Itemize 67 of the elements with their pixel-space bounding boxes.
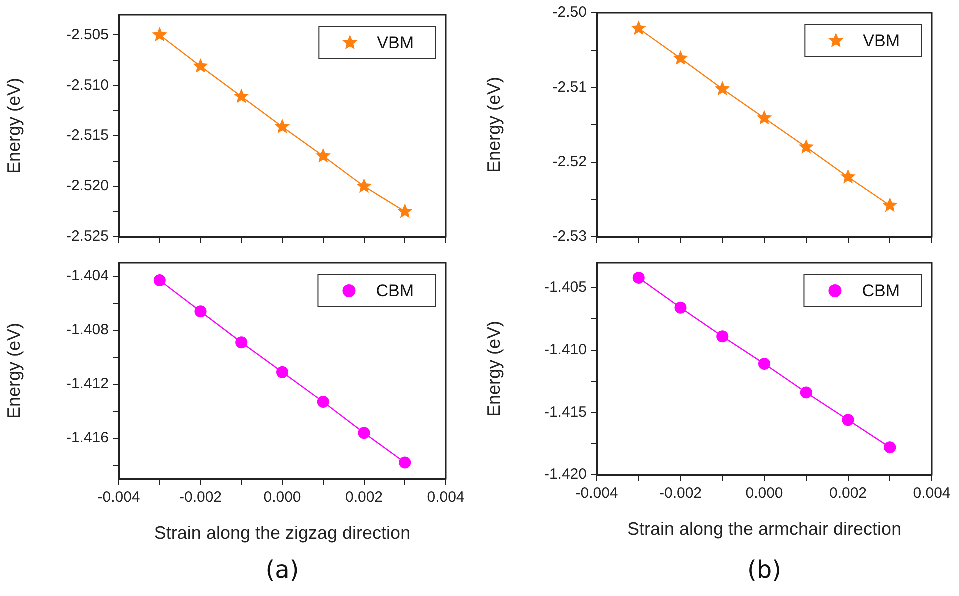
point [631, 20, 646, 36]
point [716, 330, 729, 343]
y-axis-title: Energy (eV) [484, 320, 504, 418]
y-tick-label: -2.510 [66, 76, 109, 94]
point [276, 366, 288, 378]
x-tick-label: 0.002 [345, 489, 384, 506]
point [840, 169, 856, 184]
point [674, 302, 687, 314]
point [673, 50, 688, 66]
x-axis-title: Strain along the armchair direction [627, 519, 902, 540]
y-tick-label: -2.505 [66, 26, 109, 44]
y-tick-label: -2.520 [66, 178, 109, 195]
point [317, 396, 330, 408]
point [316, 148, 331, 163]
point [234, 88, 250, 104]
y-axis-title: Energy (eV) [4, 78, 24, 174]
legend-label: CBM [376, 282, 414, 301]
point [154, 274, 166, 287]
x-tick-label: 0.004 [427, 489, 465, 506]
point [800, 386, 812, 399]
y-tick-label: -1.410 [544, 341, 587, 358]
y-tick-label: -2.515 [66, 127, 109, 144]
y-tick-label: -1.405 [544, 279, 587, 296]
point [358, 427, 370, 440]
y-tick-label: -1.416 [66, 430, 109, 447]
x-tick-label: 0.004 [913, 485, 951, 502]
y-tick-label: -1.415 [544, 404, 587, 421]
x-axis-title: Strain along the zigzag direction [154, 523, 411, 544]
x-tick-label: 0.000 [264, 489, 302, 506]
y-tick-label: -1.412 [66, 376, 109, 393]
x-tick-label: 0.002 [829, 485, 868, 502]
point [356, 178, 372, 194]
legend-label: CBM [862, 282, 900, 301]
x-tick-label: -0.002 [659, 485, 702, 502]
x-tick-label: -0.004 [576, 485, 618, 502]
point [632, 272, 645, 284]
y-tick-label: -2.52 [552, 153, 587, 170]
y-axis-title: Energy (eV) [484, 76, 504, 174]
point [193, 58, 208, 73]
point [399, 456, 412, 469]
y-tick-label: -1.404 [66, 268, 109, 285]
point [398, 204, 413, 218]
y-tick-label: -1.408 [66, 322, 109, 339]
point [236, 336, 248, 349]
y-tick-label: -2.525 [66, 228, 109, 246]
point [756, 110, 772, 125]
x-tick-label: -0.002 [179, 489, 222, 506]
point [758, 358, 770, 370]
point [274, 119, 290, 134]
text: (b) [748, 556, 782, 584]
point [842, 414, 854, 426]
y-tick-label: -2.51 [552, 78, 587, 96]
point [882, 198, 898, 212]
point [715, 81, 730, 96]
y-tick-label: -2.50 [552, 4, 587, 22]
y-tick-label: -1.420 [544, 466, 587, 484]
x-tick-label: -0.004 [98, 489, 140, 506]
point [798, 139, 814, 154]
x-tick-label: 0.000 [746, 485, 784, 502]
legend-label: VBM [863, 32, 900, 51]
point [194, 306, 207, 318]
text: (a) [266, 556, 300, 584]
legend-label: VBM [377, 34, 414, 53]
y-tick-label: -2.53 [552, 228, 587, 246]
y-axis-title: Energy (eV) [4, 322, 24, 420]
point [884, 442, 896, 454]
point [152, 27, 168, 42]
